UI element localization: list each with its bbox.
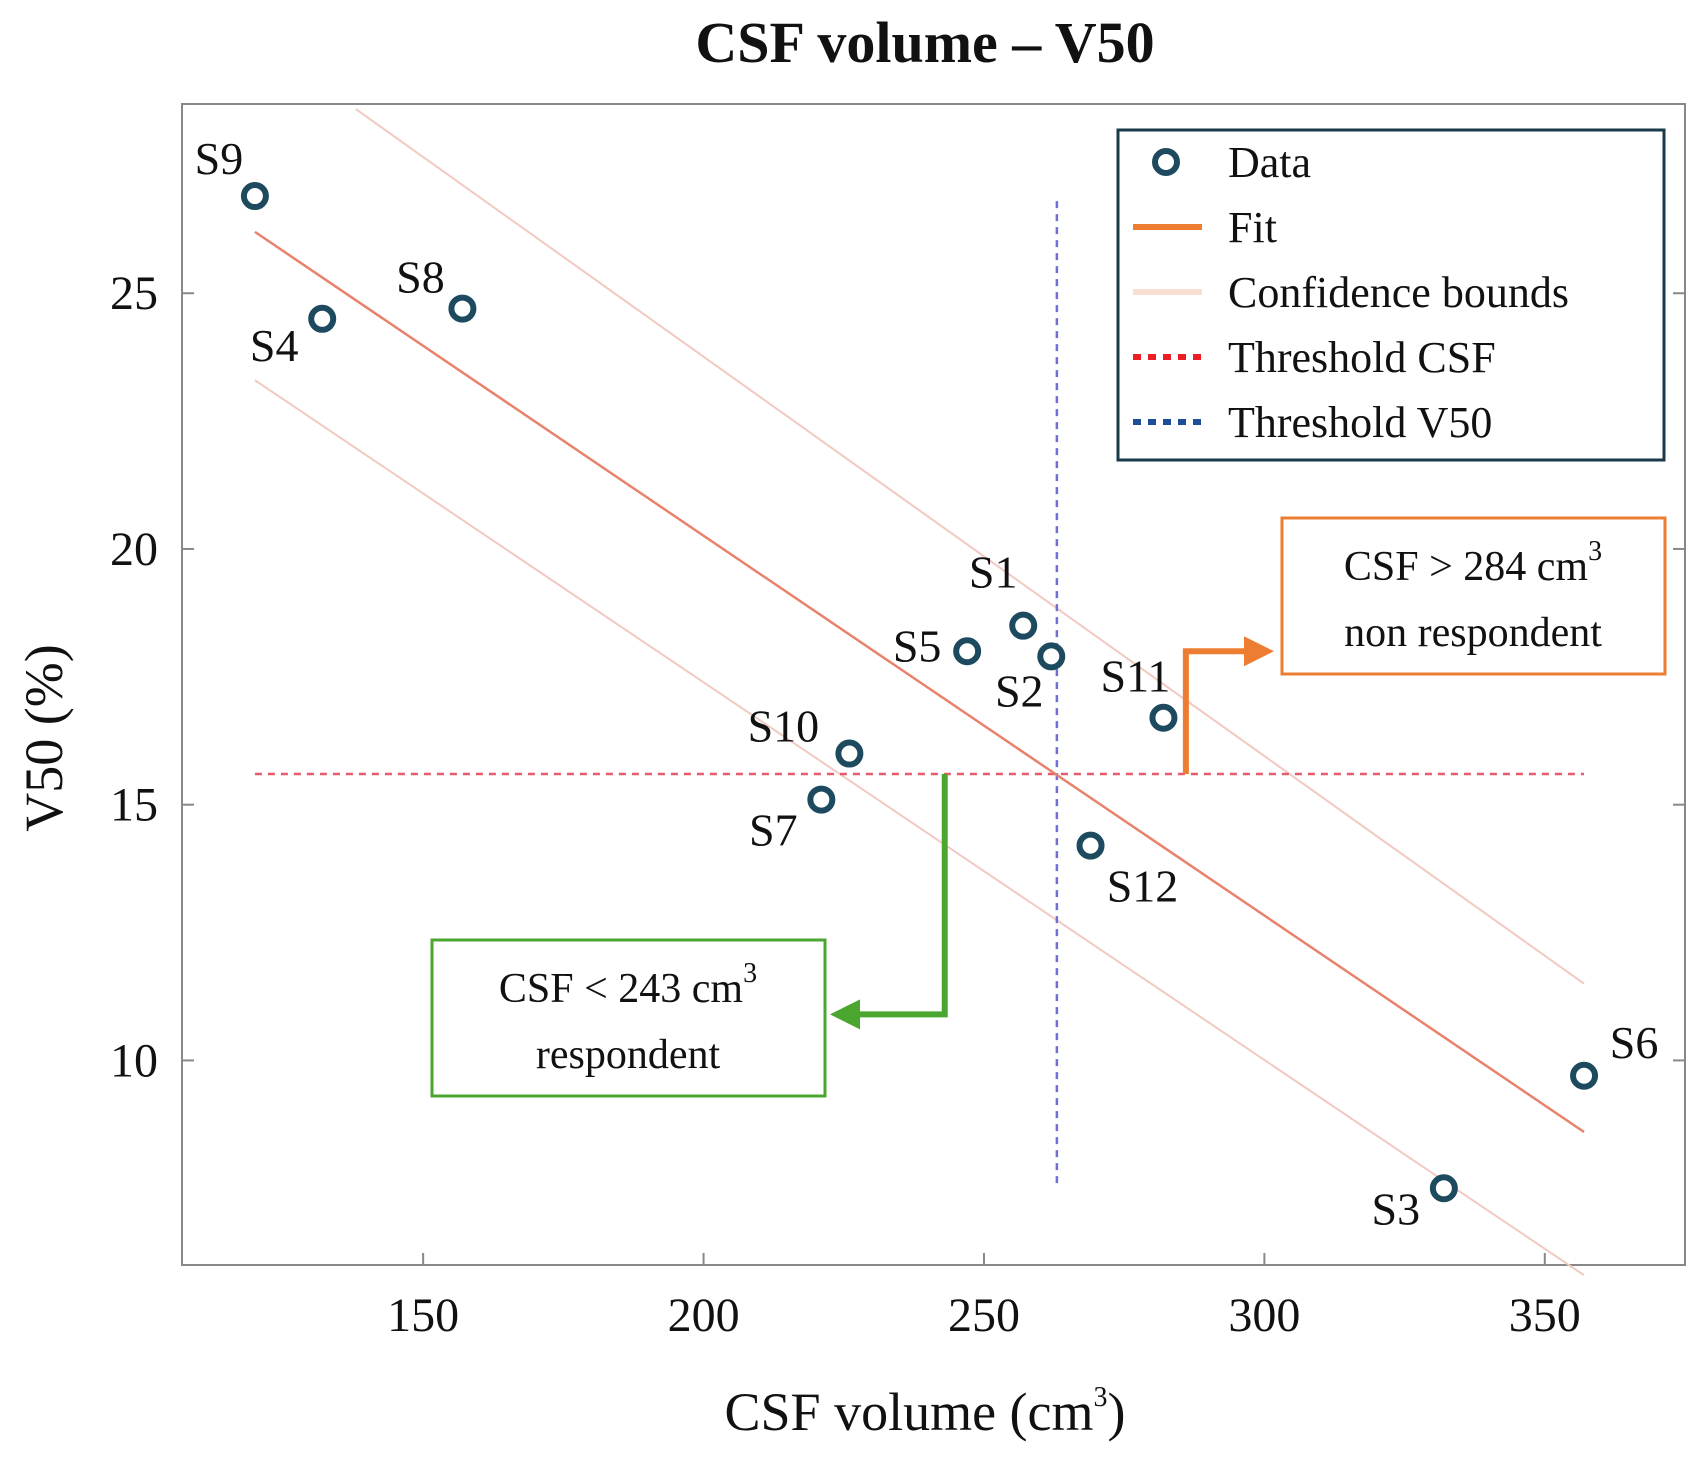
annotation-non-respondent-box bbox=[1280, 516, 1667, 676]
legend-label-fit: Fit bbox=[1228, 203, 1277, 252]
data-point-s12 bbox=[1076, 831, 1105, 860]
y-axis-ticks: 10 15 20 25 bbox=[110, 267, 1685, 1087]
point-label-s6: S6 bbox=[1610, 1017, 1659, 1068]
data-point-s3 bbox=[1429, 1174, 1458, 1203]
data-point-s11 bbox=[1149, 703, 1178, 732]
legend-label-data: Data bbox=[1228, 138, 1311, 187]
annotation-non-respondent-line1: CSF > 284 cm3 bbox=[1344, 536, 1602, 590]
plot-area bbox=[181, 103, 1686, 1266]
y-tick-label-15: 15 bbox=[110, 779, 158, 832]
thresholds bbox=[254, 201, 1585, 1184]
data-point-s10 bbox=[835, 739, 864, 768]
y-tick-label-25: 25 bbox=[110, 267, 158, 320]
point-label-s11: S11 bbox=[1100, 651, 1170, 702]
legend-label-threshold-v50: Threshold V50 bbox=[1228, 398, 1492, 447]
annotation-respondent-line1: CSF < 243 cm3 bbox=[499, 958, 757, 1012]
point-label-s10: S10 bbox=[748, 701, 820, 752]
point-label-s9: S9 bbox=[195, 133, 244, 184]
point-label-s8: S8 bbox=[396, 252, 445, 303]
chart-title: CSF volume – V50 bbox=[695, 10, 1154, 75]
y-tick-label-20: 20 bbox=[110, 523, 158, 576]
x-tick-label-250: 250 bbox=[948, 1289, 1020, 1342]
legend-label-threshold-csf: Threshold CSF bbox=[1228, 333, 1496, 382]
upper-bound-line bbox=[355, 108, 1585, 985]
arrow-respondent bbox=[830, 774, 948, 1030]
x-tick-label-150: 150 bbox=[387, 1289, 459, 1342]
x-tick-label-350: 350 bbox=[1509, 1289, 1581, 1342]
point-label-s7: S7 bbox=[749, 805, 798, 856]
data-point-s1 bbox=[1009, 611, 1038, 640]
legend-label-confidence-bounds: Confidence bounds bbox=[1228, 268, 1569, 317]
point-label-s2: S2 bbox=[995, 665, 1044, 716]
fit-line-group bbox=[254, 230, 1585, 1134]
confidence-bounds bbox=[254, 108, 1585, 1277]
data-point-s6 bbox=[1570, 1061, 1599, 1090]
annotation-arrows bbox=[830, 636, 1274, 1030]
data-point-s8 bbox=[448, 294, 477, 323]
x-tick-label-200: 200 bbox=[668, 1289, 740, 1342]
legend-box bbox=[1116, 128, 1666, 462]
x-axis-label: CSF volume (cm3) bbox=[725, 1382, 1126, 1442]
lower-bound-line bbox=[254, 379, 1585, 1277]
data-point-s7 bbox=[807, 785, 836, 814]
data-point-s4 bbox=[308, 304, 337, 333]
y-tick-label-10: 10 bbox=[110, 1034, 158, 1087]
data-point-s9 bbox=[240, 182, 269, 211]
point-label-s4: S4 bbox=[250, 320, 299, 371]
legend-marker-data bbox=[1152, 148, 1180, 176]
annotation-respondent-box bbox=[430, 938, 827, 1098]
point-label-s3: S3 bbox=[1372, 1183, 1421, 1234]
fit-line bbox=[254, 230, 1585, 1134]
annotation-non-respondent: CSF > 284 cm3 non respondent bbox=[1280, 516, 1667, 676]
data-point-s2 bbox=[1037, 642, 1066, 671]
annotation-non-respondent-line2: non respondent bbox=[1344, 610, 1602, 656]
annotation-respondent-line2: respondent bbox=[536, 1032, 721, 1078]
data-points: S1 S2 S3 S4 S5 S6 S7 S8 S9 S10 S11 S12 bbox=[195, 133, 1659, 1234]
data-point-s5 bbox=[953, 637, 982, 666]
x-axis-ticks: 150 200 250 300 350 bbox=[387, 1253, 1581, 1342]
point-label-s5: S5 bbox=[893, 620, 942, 671]
y-axis-label: V50 (%) bbox=[14, 644, 74, 831]
legend: Data Fit Confidence bounds Threshold CSF Thr… bbox=[1116, 128, 1666, 462]
x-tick-label-300: 300 bbox=[1228, 1289, 1300, 1342]
arrow-non-respondent bbox=[1182, 636, 1274, 775]
point-label-s12: S12 bbox=[1107, 861, 1179, 912]
point-label-s1: S1 bbox=[969, 547, 1018, 598]
annotation-respondent: CSF < 243 cm3 respondent bbox=[430, 938, 827, 1098]
